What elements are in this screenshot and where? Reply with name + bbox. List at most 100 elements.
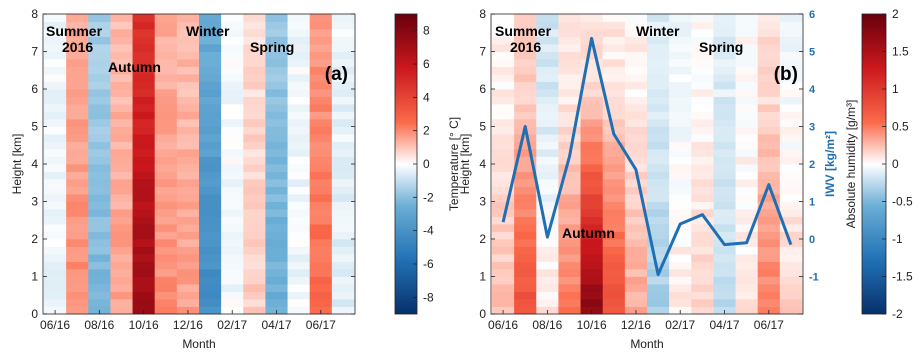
heatmap-cell [757, 96, 781, 105]
heatmap-cell [309, 51, 333, 60]
heatmap-cell [110, 134, 133, 142]
heatmap-cell [66, 276, 89, 285]
heatmap-cell [331, 216, 355, 225]
heatmap-cell [154, 14, 178, 22]
heatmap-cell [221, 21, 244, 30]
x-tick-label: 06/16 [488, 318, 518, 332]
heatmap-cell [309, 134, 333, 142]
heatmap-cell [287, 21, 311, 30]
heatmap-cell [647, 194, 670, 202]
heatmap-cell [243, 291, 266, 300]
heatmap-cell [647, 284, 670, 292]
heatmap-cell [132, 29, 156, 37]
heatmap-cell [154, 164, 178, 172]
heatmap-cell [757, 284, 781, 292]
heatmap-cell [536, 239, 559, 247]
heatmap-cell [287, 104, 311, 112]
heatmap-cell [558, 164, 581, 172]
heatmap-cell [691, 254, 714, 262]
heatmap-cell [558, 209, 581, 217]
heatmap-cell [779, 119, 803, 127]
heatmap-cell [243, 284, 266, 292]
heatmap-cell [154, 209, 178, 217]
heatmap-cell [110, 81, 133, 90]
heatmap-cell [199, 29, 222, 37]
heatmap-cell [602, 194, 626, 202]
y-axis-label: Height [km] [10, 134, 24, 195]
heatmap-cell [624, 96, 648, 105]
heatmap-cell [287, 216, 311, 225]
heatmap-cell [580, 291, 604, 300]
heatmap-cell [199, 194, 222, 202]
heatmap-cell [154, 29, 178, 37]
heatmap-cell [647, 186, 670, 195]
heatmap-cell [602, 231, 626, 240]
heatmap-cell [713, 119, 736, 127]
heatmap-cell [154, 51, 178, 60]
heatmap-cell [647, 239, 670, 247]
heatmap-cell [331, 134, 355, 142]
heatmap-cell [287, 156, 311, 165]
heatmap-cell [265, 209, 288, 217]
heatmap-cell [536, 194, 559, 202]
iwv-tick-label: 0 [809, 234, 815, 246]
heatmap-cell [602, 246, 626, 255]
heatmap-cell [580, 14, 604, 22]
heatmap-cell [492, 254, 515, 262]
heatmap-cell [647, 96, 670, 105]
heatmap-cell [44, 164, 67, 172]
heatmap-cell [713, 231, 736, 240]
x-tick-label: 12/16 [173, 318, 203, 332]
heatmap-cell [199, 21, 222, 30]
heatmap-cell [558, 21, 581, 30]
heatmap-cell [309, 179, 333, 187]
heatmap-cell [580, 254, 604, 262]
heatmap-cell [514, 164, 537, 172]
heatmap-cell [132, 194, 156, 202]
heatmap-cell [669, 44, 692, 52]
heatmap-cell [88, 74, 111, 82]
heatmap-cell [110, 284, 133, 292]
heatmap-cell [154, 194, 178, 202]
heatmap-cell [66, 44, 89, 52]
season-label-winter: Winter [636, 23, 680, 39]
heatmap-cell [221, 89, 244, 97]
heatmap-cell [265, 291, 288, 300]
heatmap-cell [669, 246, 692, 255]
heatmap-cell [66, 141, 89, 150]
heatmap-cell [580, 66, 604, 75]
season-label-summer: Summer [495, 23, 552, 39]
heatmap-cell [132, 141, 156, 150]
heatmap-cell [691, 276, 714, 285]
heatmap-cell [757, 14, 781, 22]
heatmap-cell [243, 96, 266, 105]
heatmap-cell [132, 186, 156, 195]
heatmap-cell [110, 239, 133, 247]
heatmap-cell [558, 246, 581, 255]
heatmap-cell [647, 81, 670, 90]
heatmap-cell [176, 156, 200, 165]
heatmap-cell [536, 59, 559, 67]
heatmap-cell [199, 119, 222, 127]
heatmap-cell [492, 194, 515, 202]
heatmap-cell [88, 224, 111, 232]
heatmap-cell [647, 44, 670, 52]
heatmap-cell [309, 81, 333, 90]
heatmap-cell [265, 134, 288, 142]
heatmap-cell [647, 89, 670, 97]
heatmap-cell [558, 29, 581, 37]
heatmap-cell [713, 14, 736, 22]
heatmap-cell [221, 81, 244, 90]
heatmap-cell [735, 216, 759, 225]
heatmap-cell [647, 231, 670, 240]
heatmap-cell [757, 291, 781, 300]
heatmap-cell [287, 276, 311, 285]
heatmap-cell [779, 276, 803, 285]
heatmap-cell [66, 111, 89, 120]
heatmap-cell [44, 141, 67, 150]
heatmap-cell [514, 14, 537, 22]
heatmap-cell [44, 44, 67, 52]
heatmap-cell [265, 156, 288, 165]
colorbar-tick-label: 0 [892, 157, 899, 171]
heatmap-cell [176, 81, 200, 90]
